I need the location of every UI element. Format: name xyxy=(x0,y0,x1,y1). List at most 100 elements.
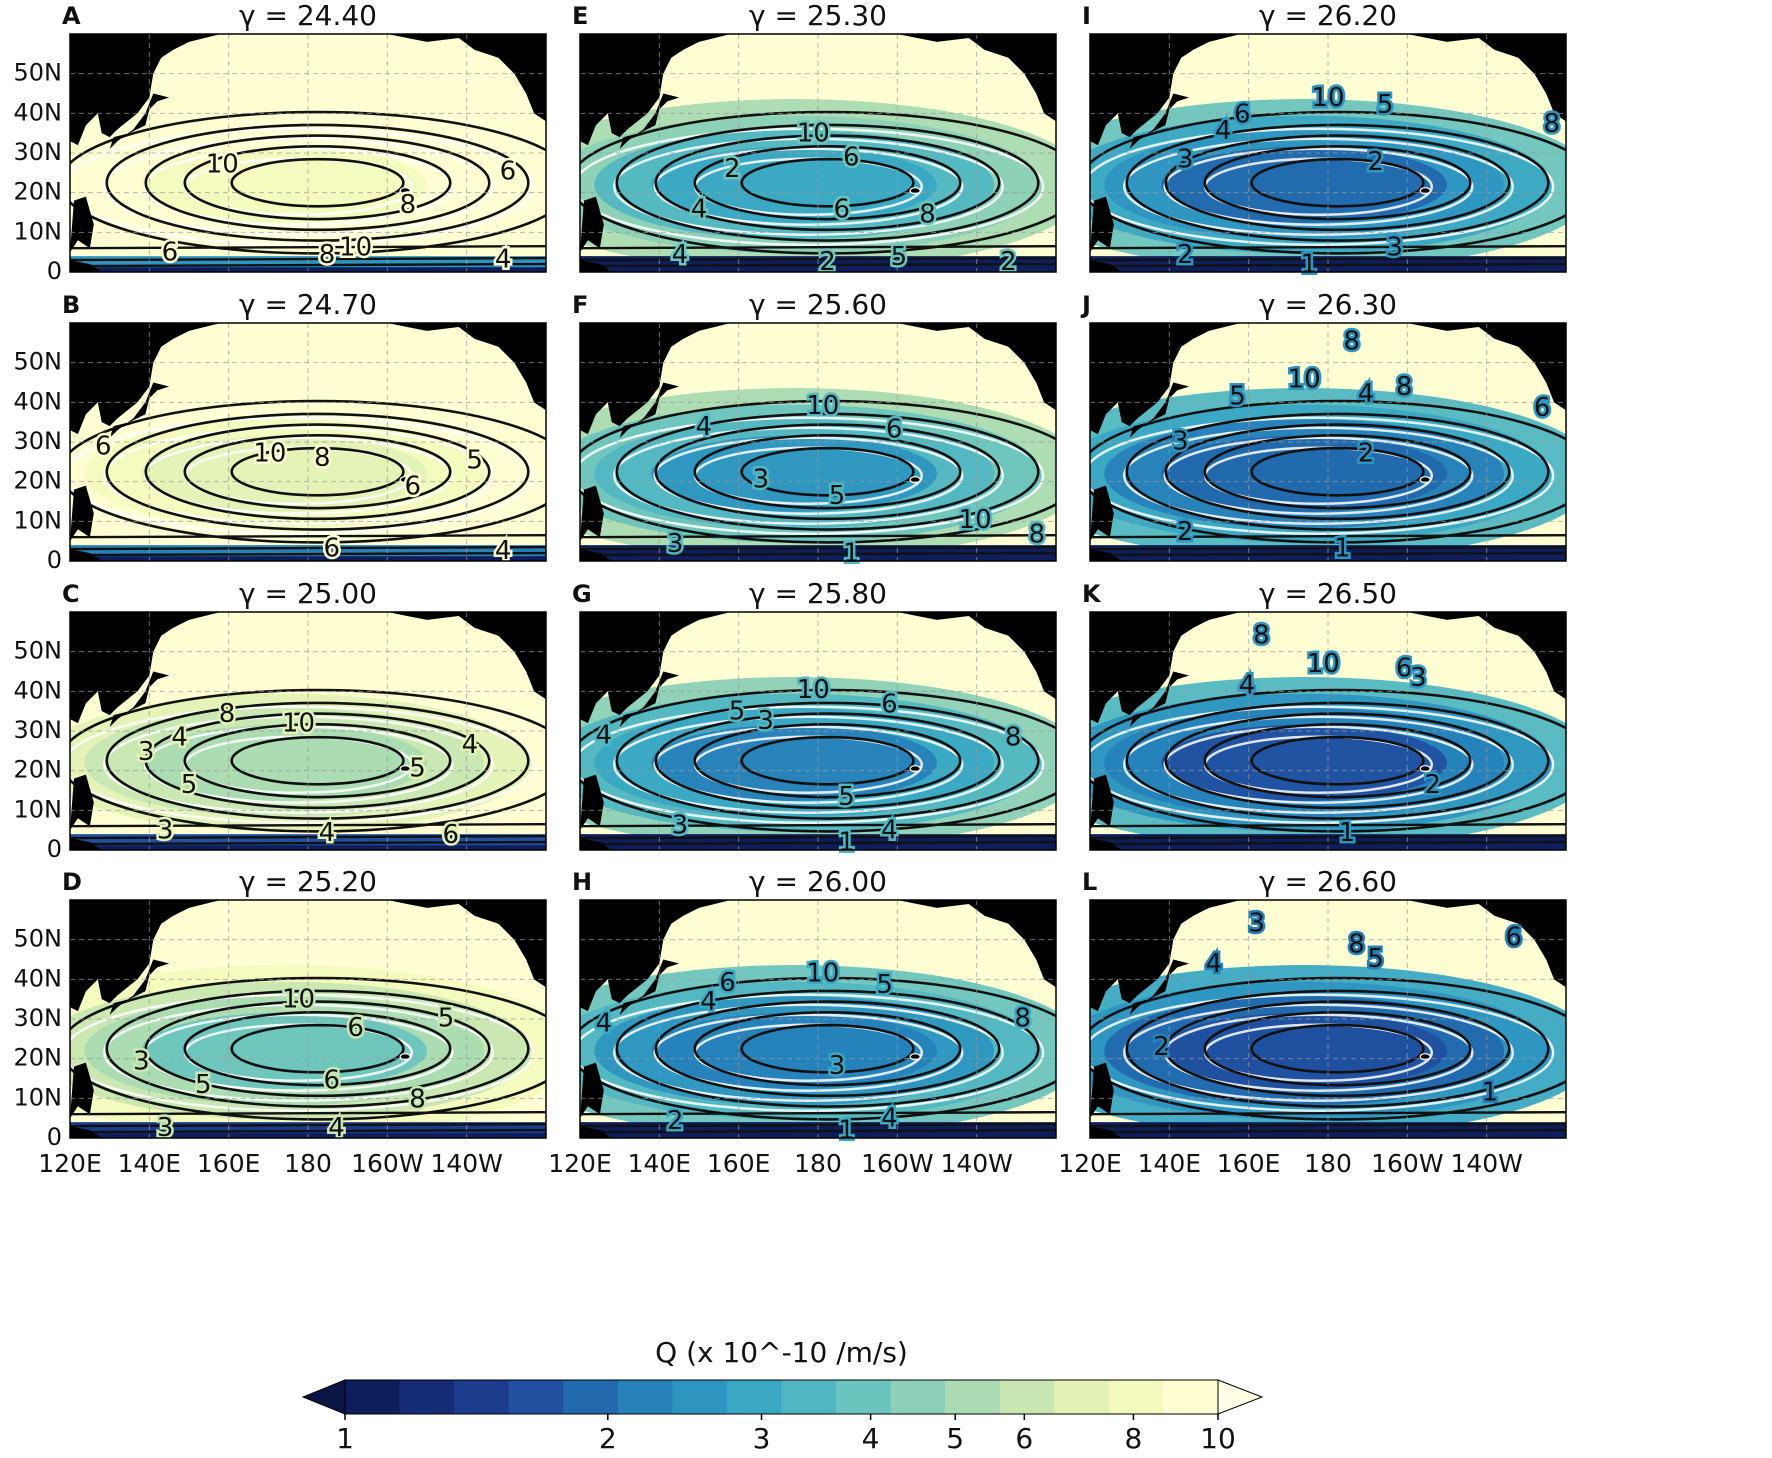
contour-label: 2 xyxy=(1358,438,1375,468)
contour-label: 8 xyxy=(409,1084,426,1114)
black-contour xyxy=(230,157,405,208)
colorbar-label: Q (x 10^-10 /m/s) xyxy=(655,1336,908,1369)
panel-title: γ = 26.50 xyxy=(1259,577,1397,610)
japan-landmass xyxy=(1129,671,1190,728)
philippines-landmass xyxy=(1090,1062,1114,1119)
indonesia-landmass xyxy=(1090,1126,1122,1138)
black-contour xyxy=(580,688,1056,833)
contour-label: 3 xyxy=(1386,233,1403,263)
contour-label: 3 xyxy=(829,1051,846,1081)
north-america-landmass xyxy=(387,900,546,988)
colorbar-tick-label: 4 xyxy=(862,1422,880,1454)
colorbar-segment xyxy=(563,1380,619,1414)
black-contour xyxy=(615,701,1040,820)
contour-label: 4 xyxy=(672,240,689,270)
black-contour xyxy=(693,723,962,799)
contour-label: 4 xyxy=(319,818,336,848)
contour-label: 4 xyxy=(328,1113,345,1143)
panel-title: γ = 25.60 xyxy=(749,288,887,321)
asia-landmass xyxy=(1090,34,1241,146)
black-contour xyxy=(580,840,1056,846)
japan-landmass xyxy=(619,93,680,150)
colorbar-extend-low xyxy=(301,1379,346,1415)
panel-frame xyxy=(579,33,1057,273)
panel-letter: B xyxy=(62,291,80,319)
contour-label: 5 xyxy=(438,1004,455,1034)
black-contour xyxy=(1164,712,1511,810)
black-contour xyxy=(144,423,491,521)
black-contour xyxy=(740,1023,915,1074)
contour-label: 3 xyxy=(1248,908,1265,938)
black-contour xyxy=(1125,701,1550,820)
colorbar-tick-label: 3 xyxy=(753,1422,771,1454)
asia-landmass xyxy=(70,323,221,435)
lat-tick-label: 20N xyxy=(14,467,63,495)
black-contour xyxy=(1090,551,1566,557)
indonesia-landmass xyxy=(580,549,612,561)
map-panel-i: 10 5 64 2 3 8 2 3 1 I γ = 26.20 xyxy=(1082,0,1567,282)
panel-title: γ = 25.20 xyxy=(239,865,377,898)
contour-label: 5 xyxy=(409,754,426,784)
contour-label: 10 xyxy=(797,675,830,705)
contour-label: 1 xyxy=(1482,1077,1499,1107)
panel-frame xyxy=(1089,899,1567,1139)
contour-label: 10 xyxy=(806,391,839,421)
black-contour xyxy=(654,1000,1001,1098)
contour-label: 5 xyxy=(829,481,846,511)
contour-label: 4 xyxy=(881,815,898,845)
colorbar-segment xyxy=(617,1380,673,1414)
asia-landmass xyxy=(580,34,731,146)
colorbar: 1 2 3 4 5 6 8 10 Q (x 10^-10 /m/s) xyxy=(301,1336,1264,1455)
contour-label: 3 xyxy=(672,811,689,841)
contour-label: 4 xyxy=(700,987,717,1017)
contour-label: 6 xyxy=(881,689,898,719)
contour-label: 3 xyxy=(1177,145,1194,175)
contour-label: 10 xyxy=(1311,83,1344,113)
panel-frame xyxy=(579,322,1057,562)
colorbar-segment xyxy=(781,1380,837,1414)
contour-label: 2 xyxy=(1153,1032,1170,1062)
contour-label: 8 xyxy=(1253,620,1270,650)
indonesia-landmass xyxy=(70,549,102,561)
black-contour xyxy=(740,735,915,786)
contour-label: 8 xyxy=(314,443,331,473)
japan-landmass xyxy=(1129,959,1190,1016)
black-contour xyxy=(580,1110,1056,1116)
colorbar-segment xyxy=(1108,1380,1164,1414)
japan-landmass xyxy=(109,671,170,728)
white-contour xyxy=(143,147,454,226)
black-contour xyxy=(1250,157,1425,208)
panel-frame xyxy=(69,33,547,273)
contour-label: 3 xyxy=(753,465,770,495)
contour-label: 10 xyxy=(253,438,286,468)
black-contour xyxy=(580,262,1056,268)
panel-title: γ = 26.20 xyxy=(1259,0,1397,32)
lat-tick-label: 10N xyxy=(14,217,63,245)
contour-label: 10 xyxy=(797,118,830,148)
contour-label: 10 xyxy=(339,233,372,263)
lat-tick-label: 30N xyxy=(14,427,63,455)
white-contour xyxy=(580,993,1045,1112)
contour-label: 6 xyxy=(347,1013,364,1043)
contour-label: 5 xyxy=(466,446,483,476)
black-contour xyxy=(70,262,546,268)
philippines-landmass xyxy=(70,1062,94,1119)
black-contour xyxy=(1090,1110,1566,1116)
white-contour xyxy=(143,436,454,515)
contour-label: 5 xyxy=(1229,381,1246,411)
white-contour xyxy=(653,725,964,804)
north-america-landmass xyxy=(1407,900,1566,988)
contour-label: 6 xyxy=(886,415,903,445)
white-contour xyxy=(1163,725,1474,804)
black-contour xyxy=(1203,723,1472,799)
black-contour xyxy=(1203,434,1472,510)
map-panel-f: 10 6 4 3 5 10 8 3 1 F γ = 25.60 xyxy=(572,288,1057,571)
white-contour xyxy=(1123,715,1514,814)
contour-label: 6 xyxy=(324,534,341,564)
lon-tick-label: 160E xyxy=(707,1149,771,1178)
lat-tick-label: 20N xyxy=(14,178,63,206)
contour-label: 8 xyxy=(1396,372,1413,402)
white-contour xyxy=(613,1003,1004,1102)
indonesia-landmass xyxy=(70,838,102,850)
